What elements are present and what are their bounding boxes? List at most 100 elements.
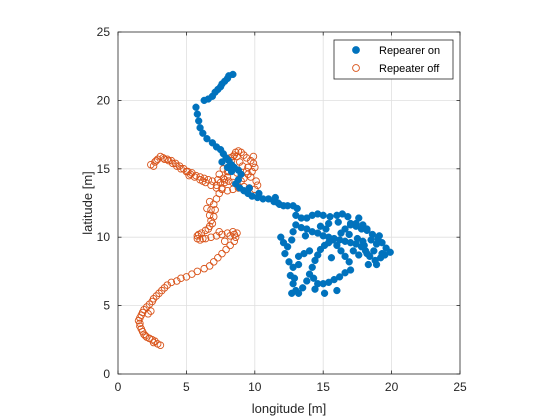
data-point-repeater-off <box>223 173 232 181</box>
y-tick-label: 15 <box>97 162 111 176</box>
data-point-repeater-off <box>218 230 226 239</box>
data-point-repeater-off <box>203 204 211 213</box>
data-point-repearer-on <box>333 286 341 295</box>
data-point-repearer-on <box>372 260 381 269</box>
data-point-repeater-off <box>179 165 188 173</box>
data-point-repeater-off <box>208 219 217 228</box>
data-point-repeater-off <box>246 156 255 165</box>
data-point-repeater-off <box>151 158 159 166</box>
data-point-repeater-off <box>163 281 171 289</box>
data-point-repeater-off <box>210 258 218 266</box>
data-point-repeater-off <box>144 310 152 318</box>
data-point-repeater-off <box>141 331 150 340</box>
grid-lines <box>118 32 460 374</box>
x-tick-label: 0 <box>115 380 122 394</box>
data-point-repearer-on <box>308 263 316 271</box>
data-point-repearer-on <box>294 252 303 261</box>
data-point-repeater-off <box>156 152 165 161</box>
data-point-repearer-on <box>289 228 297 236</box>
data-point-repeater-off <box>212 184 221 192</box>
data-point-repearer-on <box>292 221 300 229</box>
data-point-repeater-off <box>205 197 214 206</box>
data-point-repearer-on <box>345 230 353 239</box>
x-tick-label: 5 <box>183 380 190 394</box>
axis-ticks: 0 5 10 15 20 25 0 5 10 15 20 25 <box>97 25 467 394</box>
data-point-repeater-off <box>142 303 151 311</box>
legend-marker-repearer-on <box>352 46 360 54</box>
data-point-repearer-on <box>349 247 357 255</box>
data-point-repeater-off <box>201 234 210 243</box>
data-point-repeater-off <box>205 211 214 220</box>
data-point-repeater-off <box>215 227 223 236</box>
data-point-repeater-off <box>223 186 232 195</box>
data-point-repeater-off <box>193 267 202 276</box>
x-tick-label: 15 <box>317 380 331 394</box>
data-point-repearer-on <box>218 158 226 166</box>
data-point-repearer-on <box>355 214 363 222</box>
legend-marker-repeater-off <box>352 64 360 72</box>
data-point-repearer-on <box>355 251 363 259</box>
data-point-repearer-on <box>363 249 371 258</box>
data-point-repearer-on <box>334 218 342 226</box>
legend: Repearer on Repeater off <box>333 39 454 80</box>
data-point-repeater-off <box>173 277 181 285</box>
data-point-repeater-off <box>153 340 162 348</box>
data-point-repearer-on <box>255 189 263 198</box>
data-point-repeater-off <box>240 151 248 159</box>
data-point-repeater-off <box>188 169 196 177</box>
series-repearer-on <box>192 70 394 297</box>
data-point-repeater-off <box>193 234 202 243</box>
data-point-repearer-on <box>203 135 211 143</box>
data-point-repearer-on <box>294 289 303 297</box>
legend-box <box>333 39 454 80</box>
data-point-repearer-on <box>378 249 386 258</box>
data-point-repeater-off <box>219 174 228 183</box>
data-point-repearer-on <box>309 274 318 282</box>
data-point-repearer-on <box>245 184 253 192</box>
data-point-repearer-on <box>319 211 327 219</box>
data-point-repeater-off <box>226 241 234 250</box>
data-point-repeater-off <box>230 151 239 159</box>
data-point-repeater-off <box>248 167 256 176</box>
data-point-repeater-off <box>199 177 207 185</box>
data-point-repearer-on <box>299 284 307 292</box>
data-point-repeater-off <box>226 232 234 240</box>
data-point-repeater-off <box>194 230 203 239</box>
data-point-repeater-off <box>252 177 260 185</box>
data-point-repeater-off <box>218 185 226 194</box>
data-point-repearer-on <box>195 117 203 125</box>
data-point-repeater-off <box>230 230 239 239</box>
y-tick-label: 25 <box>97 25 111 39</box>
data-point-repeater-off <box>212 181 221 189</box>
data-point-repearer-on <box>341 225 349 233</box>
data-point-repearer-on <box>288 289 296 297</box>
data-point-repeater-off <box>173 162 181 170</box>
data-point-repeater-off <box>147 307 155 315</box>
data-point-repearer-on <box>274 199 282 207</box>
data-point-repeater-off <box>205 262 214 270</box>
data-point-repearer-on <box>200 96 208 105</box>
data-point-repeater-off <box>186 170 195 179</box>
data-point-repearer-on <box>193 110 201 118</box>
data-point-repearer-on <box>327 254 336 262</box>
data-point-repeater-off <box>216 178 225 187</box>
data-point-repeater-off <box>210 212 218 221</box>
data-point-repeater-off <box>244 163 252 172</box>
data-point-repearer-on <box>344 213 352 221</box>
y-tick-label: 5 <box>103 299 110 313</box>
data-point-repearer-on <box>311 285 319 293</box>
axes-box <box>117 31 461 375</box>
data-point-repearer-on <box>333 241 341 250</box>
data-point-repeater-off <box>204 225 213 233</box>
x-tick-label: 10 <box>248 380 262 394</box>
y-axis-label: latitude [m] <box>80 171 95 235</box>
data-point-repeater-off <box>215 170 223 179</box>
legend-label-repearer-on: Repearer on <box>379 45 440 57</box>
data-point-repeater-off <box>164 156 173 165</box>
data-point-repeater-off <box>199 234 207 243</box>
data-point-repearer-on <box>285 258 293 266</box>
data-point-repeater-off <box>249 152 258 161</box>
data-point-repearer-on <box>322 225 330 233</box>
data-point-repeater-off <box>182 167 191 176</box>
